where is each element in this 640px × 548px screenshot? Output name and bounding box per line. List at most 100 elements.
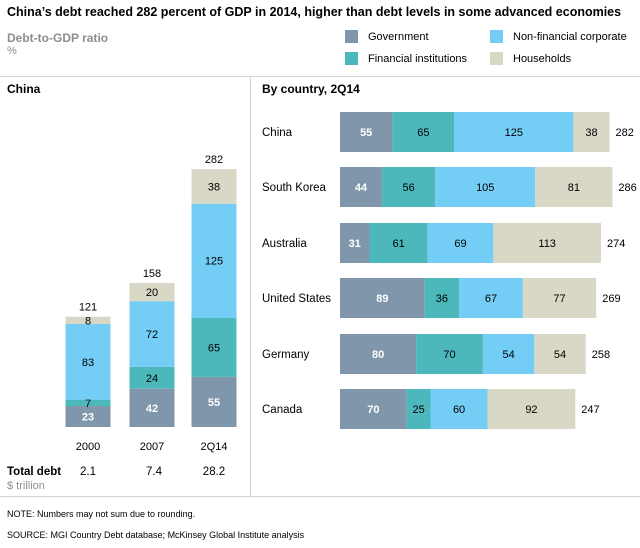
china-panel-title: China: [7, 82, 41, 96]
bar-germany-non-financial-corporate: [482, 334, 535, 374]
total-label-china: 282: [616, 127, 634, 139]
legend-swatch-government: [345, 30, 358, 43]
x-tick-2007: 2007: [140, 441, 164, 453]
total-label-canada: 247: [581, 404, 599, 416]
bar-united-states-financial-institutions: [424, 278, 460, 318]
bar-australia-households: [493, 223, 601, 263]
bar-label-germany-government: 80: [372, 349, 384, 361]
panel-divider: [250, 76, 251, 496]
bar-china-2q14-financial-institutions: [191, 317, 237, 377]
by-country-panel-title: By country, 2Q14: [262, 82, 360, 96]
bar-label-china-non-financial-corporate: 125: [505, 127, 523, 139]
legend-swatch-non-financial-corporate: [490, 30, 503, 43]
bar-label-china-government: 55: [360, 127, 372, 139]
total-debt-value-2007: 7.4: [146, 466, 162, 478]
legend-item-non-financial-corporate: Non-financial corporate: [490, 30, 627, 43]
bar-china-government: [340, 112, 393, 152]
legend-item-government: Government: [345, 30, 429, 43]
legend-item-households: Households: [490, 52, 571, 65]
bar-label-china-2000-households: 8: [85, 315, 91, 327]
legend-label-financial-institutions: Financial institutions: [368, 52, 468, 65]
total-label-germany: 258: [592, 349, 610, 361]
bar-canada-non-financial-corporate: [430, 389, 488, 429]
unit-label: %: [7, 45, 17, 57]
bar-label-canada-government: 70: [367, 404, 379, 416]
bar-label-china-2007-financial-institutions: 24: [146, 373, 158, 385]
country-label-canada: Canada: [262, 404, 303, 416]
bar-united-states-government: [340, 278, 425, 318]
bar-label-canada-non-financial-corporate: 60: [453, 404, 465, 416]
x-tick-2q14: 2Q14: [201, 441, 228, 453]
bar-label-south-korea-government: 44: [355, 182, 368, 194]
chart-subtitle: Debt-to-GDP ratio: [7, 31, 109, 45]
source-note: SOURCE: MGI Country Debt database; McKin…: [7, 530, 305, 540]
bar-china-2000-households: [65, 316, 111, 325]
bar-china-2000-non-financial-corporate: [65, 324, 111, 400]
bar-united-states-households: [522, 278, 597, 318]
total-label-china-2q14: 282: [205, 154, 223, 166]
bar-germany-financial-institutions: [416, 334, 483, 374]
bar-label-china-2007-households: 20: [146, 287, 158, 299]
bar-label-canada-financial-institutions: 25: [412, 404, 424, 416]
total-label-united-states: 269: [602, 293, 620, 305]
bar-label-china-2q14-non-financial-corporate: 125: [205, 256, 223, 268]
bar-label-china-2q14-households: 38: [208, 181, 220, 193]
bar-china-2007-government: [129, 388, 175, 427]
total-label-australia: 274: [607, 238, 625, 250]
bar-south-korea-non-financial-corporate: [435, 167, 536, 207]
bar-label-australia-non-financial-corporate: 69: [454, 238, 466, 250]
total-label-china-2000: 121: [79, 302, 97, 314]
legend: Government Non-financial corporate Finan…: [345, 30, 640, 72]
bar-south-korea-government: [340, 167, 382, 207]
legend-swatch-households: [490, 52, 503, 65]
bar-canada-households: [487, 389, 576, 429]
bar-china-2007-non-financial-corporate: [129, 301, 175, 367]
bar-label-south-korea-households: 81: [568, 182, 580, 194]
bar-label-china-2007-government: 42: [146, 403, 158, 415]
total-label-china-2007: 158: [143, 268, 161, 280]
bar-australia-non-financial-corporate: [427, 223, 494, 263]
bar-germany-households: [534, 334, 586, 374]
bar-australia-government: [340, 223, 370, 263]
country-label-germany: Germany: [262, 349, 310, 361]
legend-label-households: Households: [513, 52, 572, 65]
bar-label-united-states-households: 77: [553, 293, 565, 305]
bar-china-2q14-government: [191, 376, 237, 427]
country-label-china: China: [262, 127, 293, 139]
bar-label-germany-financial-institutions: 70: [443, 349, 455, 361]
bar-australia-financial-institutions: [369, 223, 428, 263]
chart-title: China’s debt reached 282 percent of GDP …: [7, 5, 622, 19]
bar-label-china-2000-financial-institutions: 7: [85, 398, 91, 410]
bar-china-non-financial-corporate: [454, 112, 574, 152]
total-debt-value-2q14: 28.2: [202, 466, 226, 478]
bar-china-2007-households: [129, 283, 175, 302]
legend-label-non-financial-corporate: Non-financial corporate: [513, 30, 627, 43]
footnote: NOTE: Numbers may not sum due to roundin…: [7, 509, 196, 519]
bar-south-korea-financial-institutions: [381, 167, 436, 207]
bar-china-2000-financial-institutions: [65, 399, 111, 407]
bar-label-china-2007-non-financial-corporate: 72: [146, 329, 158, 341]
legend-label-government: Government: [368, 30, 429, 43]
bar-label-china-financial-institutions: 65: [417, 127, 429, 139]
bar-label-south-korea-non-financial-corporate: 105: [476, 182, 494, 194]
total-debt-label: Total debt: [7, 466, 62, 478]
legend-swatch-financial-institutions: [345, 52, 358, 65]
bar-china-2000-government: [65, 406, 111, 427]
bar-china-2q14-non-financial-corporate: [191, 203, 237, 318]
bar-label-china-2000-non-financial-corporate: 83: [82, 357, 94, 369]
bar-label-china-households: 38: [585, 127, 597, 139]
bar-canada-financial-institutions: [406, 389, 431, 429]
country-label-australia: Australia: [262, 238, 307, 250]
legend-item-financial-institutions: Financial institutions: [345, 52, 467, 65]
x-tick-2000: 2000: [76, 441, 100, 453]
bar-label-united-states-financial-institutions: 36: [436, 293, 448, 305]
bar-united-states-non-financial-corporate: [459, 278, 523, 318]
bar-label-china-2000-government: 23: [82, 412, 94, 424]
bar-south-korea-households: [535, 167, 613, 207]
bar-label-australia-households: 113: [538, 238, 556, 250]
header-divider: [0, 76, 640, 77]
bar-label-united-states-government: 89: [376, 293, 388, 305]
country-label-united-states: United States: [262, 293, 331, 305]
country-label-south-korea: South Korea: [262, 182, 327, 194]
